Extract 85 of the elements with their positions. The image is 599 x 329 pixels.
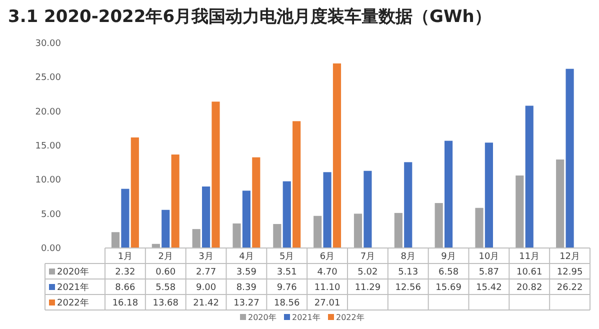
- bar: [252, 157, 260, 248]
- y-tick-label: 10.00: [35, 176, 62, 186]
- bar: [130, 137, 139, 248]
- data-label: 5.58: [156, 283, 176, 293]
- data-label: 27.01: [314, 298, 340, 308]
- bar: [273, 224, 282, 248]
- bar: [292, 121, 301, 248]
- data-label: 10.61: [516, 268, 542, 278]
- bar: [475, 208, 484, 248]
- data-label: 5.87: [478, 268, 499, 278]
- y-tick-label: 30.00: [35, 39, 62, 49]
- bar: [232, 223, 241, 248]
- bar: [354, 214, 362, 248]
- bar: [434, 203, 443, 248]
- bar: [111, 232, 120, 248]
- bar: [212, 102, 220, 248]
- bar: [556, 160, 564, 248]
- data-label: 12.56: [395, 283, 422, 293]
- data-label: 9.76: [276, 283, 298, 293]
- bar: [192, 229, 200, 248]
- x-tick-label: 3月: [198, 252, 214, 262]
- y-tick-label: 25.00: [35, 73, 62, 84]
- x-tick-label: 12月: [560, 252, 580, 262]
- data-label: 11.29: [354, 283, 381, 293]
- bar: [323, 172, 332, 248]
- y-tick-label: 5.00: [40, 210, 62, 220]
- x-tick-label: 7月: [360, 252, 376, 262]
- legend-label: 2021年: [57, 282, 89, 293]
- data-label: 2.32: [115, 268, 136, 278]
- y-tick-label: 15.00: [35, 142, 62, 152]
- legend-label: 2022年: [336, 313, 364, 322]
- data-label: 5.13: [398, 268, 418, 278]
- x-tick-label: 2月: [158, 252, 173, 262]
- bar: [394, 212, 402, 248]
- data-label: 12.95: [556, 268, 583, 278]
- x-tick-label: 10月: [478, 252, 500, 262]
- data-label: 15.42: [476, 283, 502, 293]
- bar: [444, 140, 453, 248]
- y-tick-label: 0.00: [40, 244, 62, 254]
- bar: [525, 106, 534, 248]
- x-tick-label: 8月: [400, 252, 416, 262]
- bar: [404, 162, 412, 248]
- x-tick-label: 1月: [118, 252, 133, 262]
- bar: [121, 188, 130, 248]
- data-label: 13.68: [152, 298, 179, 308]
- data-label: 13.27: [234, 298, 260, 308]
- data-label: 9.00: [196, 283, 216, 293]
- data-label: 2.77: [196, 268, 216, 278]
- data-label: 16.18: [112, 298, 138, 308]
- y-tick-label: 20.00: [35, 107, 62, 118]
- data-label: 26.22: [556, 283, 583, 293]
- x-tick-label: 5月: [280, 252, 294, 262]
- data-label: 18.56: [274, 298, 300, 308]
- bar: [282, 181, 291, 248]
- bar: [202, 186, 210, 248]
- data-label: 4.70: [317, 268, 338, 278]
- bar: [242, 190, 250, 248]
- data-label: 8.39: [236, 283, 257, 293]
- x-tick-label: 4月: [239, 252, 254, 262]
- bar: [332, 63, 342, 248]
- x-tick-label: 11月: [519, 252, 540, 262]
- x-tick-label: 6月: [320, 252, 335, 262]
- chart-title: 3.1 2020-2022年6月我国动力电池月度装车量数据（GWh）: [8, 7, 492, 27]
- data-label: 11.10: [314, 283, 340, 293]
- data-label: 0.60: [156, 268, 176, 278]
- text: 2020年: [248, 313, 276, 322]
- bar: [162, 210, 170, 248]
- legend-label: 2020年: [57, 266, 89, 278]
- bar: [364, 170, 372, 248]
- data-label: 20.82: [516, 283, 542, 293]
- bar: [314, 216, 322, 248]
- text: 2021年: [292, 313, 320, 322]
- data-label: 6.58: [438, 268, 459, 278]
- data-label: 5.02: [358, 268, 378, 278]
- x-tick-label: 9月: [441, 252, 456, 262]
- bar: [566, 68, 574, 248]
- text: 2022年: [57, 298, 89, 308]
- bar: [484, 142, 493, 248]
- data-label: 21.42: [193, 298, 219, 308]
- bar: [516, 176, 524, 248]
- data-label: 15.69: [436, 283, 462, 293]
- data-label: 8.66: [115, 283, 136, 293]
- data-label: 3.51: [276, 268, 297, 278]
- data-label: 3.59: [236, 268, 257, 278]
- bar: [171, 154, 180, 248]
